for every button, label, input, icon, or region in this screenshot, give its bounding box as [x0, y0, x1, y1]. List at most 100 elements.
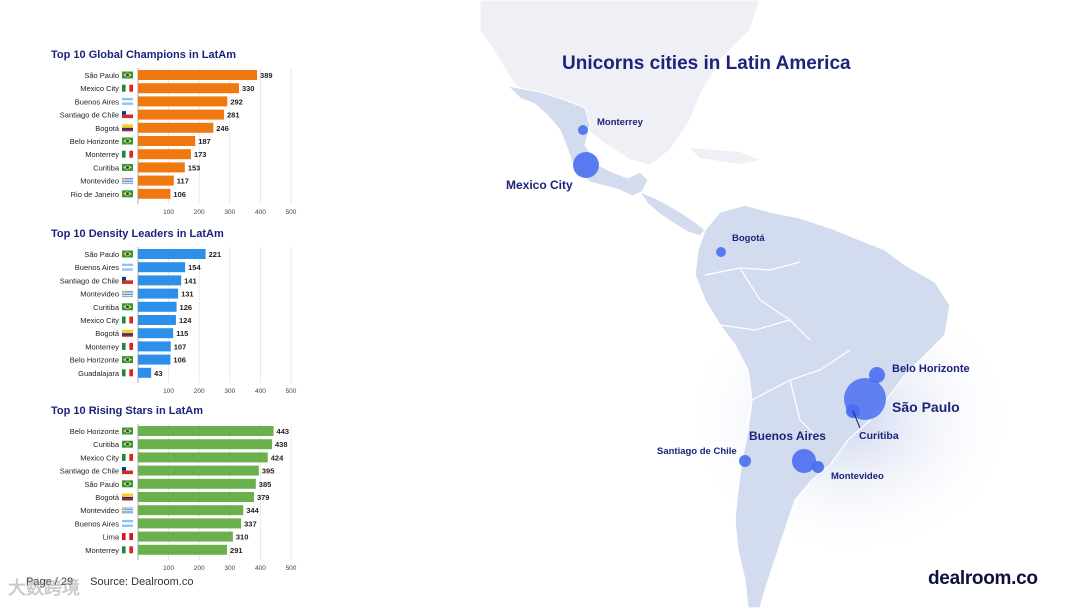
- map-title: Unicorns cities in Latin America: [562, 53, 851, 74]
- mexico-shape: [506, 85, 649, 197]
- page-footer: Page / 29 Source: Dealroom.co: [26, 576, 193, 588]
- flag-br-s-o-paulo: [122, 480, 133, 488]
- central-america-shape: [638, 190, 706, 237]
- category-label-monterrey: Monterrey: [85, 546, 119, 555]
- flag-co-bogot-: [122, 329, 133, 337]
- category-label-mexico-city: Mexico City: [80, 84, 119, 93]
- tick-label-200: 200: [194, 209, 205, 216]
- value-label-curitiba: 126: [180, 303, 193, 312]
- bar-buenos-aires: [138, 518, 242, 529]
- caribbean-shape: [690, 148, 760, 164]
- flag-ar-buenos-aires: [122, 97, 133, 105]
- tick-label-400: 400: [255, 565, 266, 572]
- bar-belo-horizonte: [138, 354, 171, 365]
- density-bar-chart: 100 200 300 400 500 São Paulo 221 Buenos Aires 1…: [60, 247, 297, 395]
- flag-cl-santiago-de-chile: [121, 110, 134, 119]
- value-label-monterrey: 291: [230, 546, 243, 555]
- bar-santiago-de-chile: [138, 465, 259, 476]
- category-label-s-o-paulo: São Paulo: [84, 250, 119, 259]
- label-sao-paulo: São Paulo: [892, 399, 960, 415]
- category-label-lima: Lima: [103, 533, 120, 542]
- label-buenos-aires: Buenos Aires: [749, 429, 826, 443]
- flag-co-bogot-: [122, 124, 133, 132]
- bubble-monterrey: [578, 125, 588, 135]
- bar-buenos-aires: [138, 262, 186, 273]
- map-svg: [479, 0, 1020, 609]
- bubble-montevideo: [812, 461, 824, 473]
- category-label-montevideo: Montevideo: [80, 506, 119, 515]
- value-label-monterrey: 173: [194, 150, 207, 159]
- bubble-mexico-city: [573, 152, 599, 178]
- flag-mx-mexico-city: [122, 316, 133, 324]
- value-label-s-o-paulo: 221: [209, 250, 222, 259]
- flag-uy-montevideo: [121, 506, 134, 514]
- bar-rio-de-janeiro: [138, 188, 171, 199]
- value-label-mexico-city: 124: [179, 316, 192, 325]
- value-label-montevideo: 131: [181, 290, 194, 299]
- bar-bogot-: [138, 492, 254, 502]
- country-borders: [704, 261, 851, 441]
- value-label-s-o-paulo: 389: [260, 71, 273, 80]
- label-bogota: Bogotá: [732, 233, 765, 244]
- value-label-curitiba: 153: [188, 163, 201, 172]
- flag-br-rio-de-janeiro: [122, 190, 133, 198]
- bar-santiago-de-chile: [138, 109, 224, 120]
- tick-label-200: 200: [194, 388, 205, 395]
- category-label-montevideo: Montevideo: [80, 290, 119, 299]
- category-label-santiago-de-chile: Santiago de Chile: [60, 276, 119, 285]
- category-label-s-o-paulo: São Paulo: [84, 71, 119, 80]
- bar-mexico-city: [138, 83, 239, 94]
- north-america-shape: [479, 0, 761, 166]
- tick-label-300: 300: [224, 565, 235, 572]
- bar-s-o-paulo: [138, 478, 256, 489]
- value-label-bogot-: 246: [216, 124, 229, 133]
- value-label-guadalajara: 43: [154, 369, 162, 378]
- value-label-buenos-aires: 292: [230, 97, 243, 106]
- value-label-mexico-city: 330: [242, 84, 255, 93]
- bar-curitiba: [138, 439, 273, 450]
- category-label-belo-horizonte: Belo Horizonte: [70, 356, 119, 365]
- category-label-monterrey: Monterrey: [85, 150, 119, 159]
- flag-cl-santiago-de-chile: [121, 276, 134, 284]
- value-label-curitiba: 438: [275, 440, 288, 449]
- category-label-buenos-aires: Buenos Aires: [75, 97, 119, 106]
- flag-ar-buenos-aires: [122, 519, 133, 527]
- value-label-montevideo: 117: [177, 177, 189, 186]
- tick-label-300: 300: [224, 388, 235, 395]
- category-label-guadalajara: Guadalajara: [78, 369, 120, 378]
- flag-uy-montevideo: [121, 176, 134, 185]
- category-label-santiago-de-chile: Santiago de Chile: [60, 111, 119, 120]
- value-label-bogot-: 379: [257, 493, 270, 502]
- category-label-curitiba: Curitiba: [93, 163, 120, 172]
- category-label-monterrey: Monterrey: [85, 342, 119, 351]
- category-label-curitiba: Curitiba: [93, 303, 120, 312]
- bubble-buenos-aires: [792, 449, 816, 473]
- tick-label-100: 100: [163, 388, 174, 395]
- category-label-belo-horizonte: Belo Horizonte: [70, 137, 119, 146]
- flag-br-belo-horizonte: [122, 137, 133, 145]
- flag-pe-lima: [122, 533, 133, 541]
- value-label-belo-horizonte: 106: [173, 356, 186, 365]
- tick-label-400: 400: [255, 388, 266, 395]
- flag-mx-monterrey: [122, 150, 133, 158]
- bar-montevideo: [138, 288, 179, 299]
- value-label-buenos-aires: 154: [188, 263, 201, 272]
- bar-s-o-paulo: [138, 70, 258, 80]
- tick-label-400: 400: [255, 209, 266, 216]
- bar-santiago-de-chile: [138, 275, 182, 286]
- value-label-s-o-paulo: 385: [259, 480, 272, 489]
- flag-br-belo-horizonte: [122, 427, 133, 435]
- bubble-belo-horizonte: [869, 367, 885, 383]
- rising-bar-chart: 100 200 300 400 500 Belo Horizonte 443 Curitiba…: [60, 424, 297, 572]
- tick-label-100: 100: [163, 209, 174, 216]
- value-label-lima: 310: [236, 533, 249, 542]
- category-label-buenos-aires: Buenos Aires: [75, 519, 119, 528]
- bar-belo-horizonte: [138, 136, 196, 146]
- category-label-curitiba: Curitiba: [93, 440, 120, 449]
- bar-monterrey: [138, 149, 191, 160]
- category-label-belo-horizonte: Belo Horizonte: [70, 427, 119, 436]
- category-label-bogot-: Bogotá: [95, 329, 120, 338]
- bar-monterrey: [138, 544, 228, 555]
- category-label-mexico-city: Mexico City: [80, 453, 119, 462]
